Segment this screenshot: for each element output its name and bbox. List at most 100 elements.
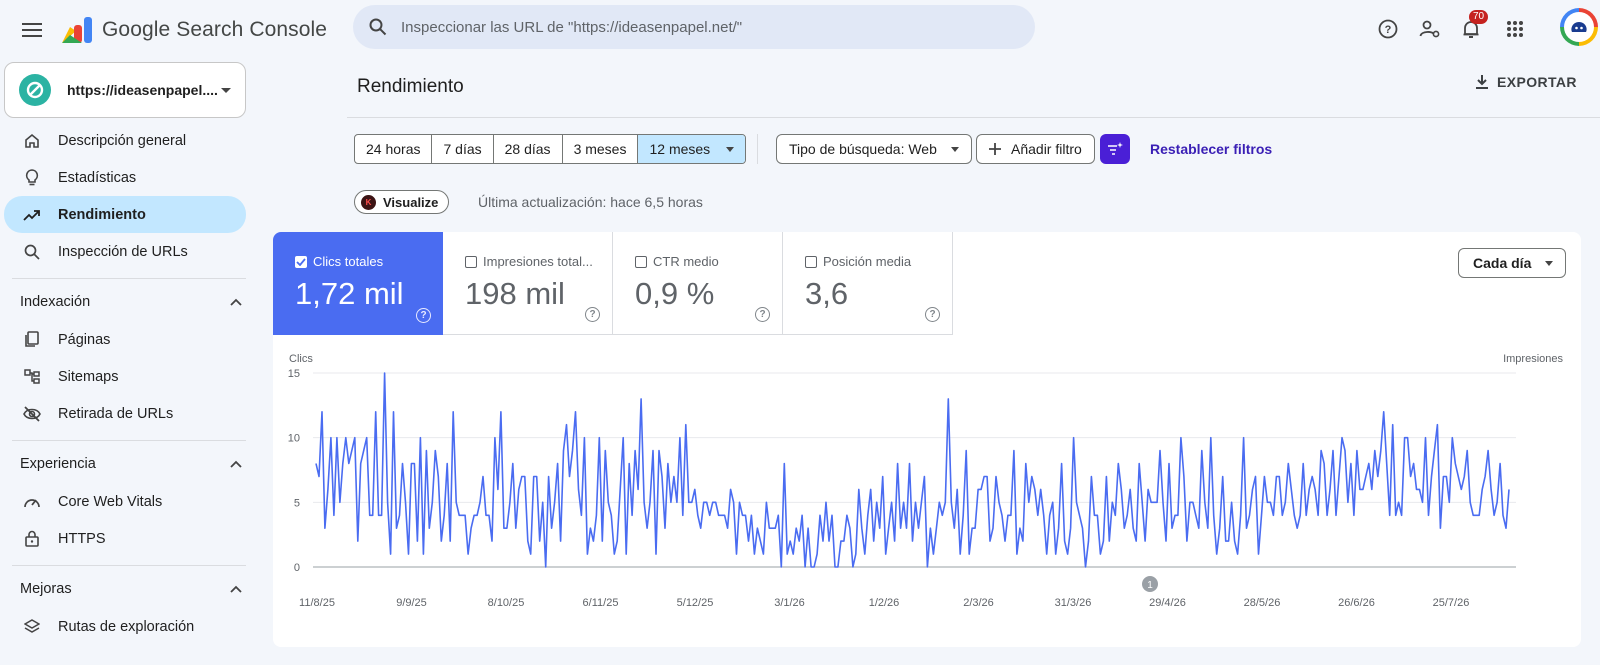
export-button[interactable]: EXPORTAR (1475, 74, 1577, 90)
account-avatar[interactable] (1560, 8, 1598, 46)
search-input[interactable] (401, 18, 1001, 36)
sidebar-item-core-web-vitals[interactable]: Core Web Vitals (4, 483, 246, 520)
search-type-dropdown[interactable]: Tipo de búsqueda: Web (776, 134, 972, 164)
sidebar-item-removals[interactable]: Retirada de URLs (4, 395, 246, 432)
sidebar-item-sitemaps[interactable]: Sitemaps (4, 358, 246, 395)
visualize-button[interactable]: K Visualize (354, 190, 450, 214)
section-enhancements[interactable]: Mejoras (20, 574, 242, 604)
app-logo[interactable]: Google Search Console (60, 13, 327, 47)
property-selector[interactable]: https://ideasenpapel.... (4, 62, 246, 118)
chevron-up-icon (230, 298, 242, 306)
help-icon[interactable]: ? (925, 307, 940, 322)
y-tick-label: 0 (294, 562, 300, 574)
clicks-series-line (315, 372, 1510, 568)
sidebar-item-performance[interactable]: Rendimiento (4, 196, 246, 233)
checkbox-icon (465, 255, 477, 268)
trending-up-icon (22, 205, 42, 225)
lock-icon (22, 529, 42, 549)
x-tick-label: 29/4/26 (1149, 597, 1186, 609)
x-tick-label: 8/10/25 (488, 597, 525, 609)
range-28d-button[interactable]: 28 días (494, 135, 563, 163)
metric-label: Clics totales (295, 254, 383, 269)
x-tick-label: 31/3/26 (1055, 597, 1092, 609)
metric-label-text: Posición media (823, 254, 912, 269)
menu-icon[interactable] (16, 14, 48, 46)
sidebar-item-label: Sitemaps (58, 368, 119, 385)
visualize-logo-icon: K (361, 194, 376, 210)
metric-label-text: CTR medio (653, 254, 719, 269)
x-tick-label: 11/8/25 (299, 597, 335, 609)
chevron-up-icon (230, 585, 242, 593)
annotation-label: 1 (1147, 580, 1153, 591)
interval-dropdown[interactable]: Cada día (1458, 248, 1566, 278)
metric-total-clicks[interactable]: Clics totales 1,72 mil ? (273, 232, 443, 335)
sidebar-item-label: Core Web Vitals (58, 493, 163, 510)
y-tick-label: 5 (294, 497, 300, 509)
svg-text:?: ? (1385, 24, 1392, 36)
sidebar-divider (12, 565, 246, 566)
help-icon[interactable]: ? (755, 307, 770, 322)
metric-average-ctr[interactable]: CTR medio 0,9 % ? (613, 232, 783, 335)
page-title: Rendimiento (357, 76, 464, 97)
x-tick-label: 9/9/25 (396, 597, 427, 609)
sidebar-item-label: Descripción general (58, 132, 187, 149)
section-experience[interactable]: Experiencia (20, 449, 242, 479)
checkbox-icon (805, 255, 817, 268)
metric-label: Posición media (805, 254, 911, 269)
help-icon[interactable]: ? (416, 308, 431, 323)
x-tick-label: 25/7/26 (1433, 597, 1470, 609)
header-divider (347, 117, 1600, 118)
add-filter-button[interactable]: Añadir filtro (976, 134, 1095, 164)
range-7d-button[interactable]: 7 días (432, 135, 494, 163)
section-indexing[interactable]: Indexación (20, 287, 242, 317)
filter-options-button[interactable] (1100, 134, 1130, 164)
section-title: Mejoras (20, 581, 72, 597)
range-3m-button[interactable]: 3 meses (563, 135, 639, 163)
chevron-up-icon (230, 460, 242, 468)
chevron-down-icon (1545, 260, 1553, 266)
x-tick-label: 26/6/26 (1338, 597, 1375, 609)
metric-average-position[interactable]: Posición media 3,6 ? (783, 232, 953, 335)
layers-icon (22, 617, 42, 637)
sidebar-item-insights[interactable]: Estadísticas (4, 159, 246, 196)
filter-sparkle-icon (1108, 142, 1123, 155)
metric-value: 1,72 mil (295, 276, 404, 311)
sidebar-item-overview[interactable]: Descripción general (4, 122, 246, 159)
checkbox-checked-icon (295, 255, 307, 268)
sidebar-item-https[interactable]: HTTPS (4, 520, 246, 557)
section-title: Indexación (20, 294, 91, 310)
url-inspection-search[interactable] (353, 5, 1035, 49)
last-update-text: Última actualización: hace 6,5 horas (478, 194, 703, 210)
sitemap-icon (22, 367, 42, 387)
sidebar-item-label: Rutas de exploración (58, 618, 195, 635)
x-tick-label: 1/2/26 (869, 597, 900, 609)
lightbulb-icon (22, 168, 42, 188)
export-label: EXPORTAR (1497, 74, 1577, 90)
filter-divider (757, 134, 758, 164)
search-icon (369, 18, 387, 36)
reset-filters-link[interactable]: Restablecer filtros (1150, 141, 1273, 157)
performance-chart[interactable]: 0 5 10 15 11/8/25 9/9/25 8/10/25 6/11/25 5/12/25… (273, 362, 1581, 647)
x-tick-label: 28/5/26 (1244, 597, 1281, 609)
sidebar-item-url-inspection[interactable]: Inspección de URLs (4, 233, 246, 270)
sidebar-item-breadcrumbs[interactable]: Rutas de exploración (4, 608, 246, 645)
sidebar-item-pages[interactable]: Páginas (4, 321, 246, 358)
apps-grid-icon[interactable] (1500, 14, 1530, 44)
chevron-down-icon (950, 146, 959, 152)
sidebar-item-label: Estadísticas (58, 169, 137, 186)
range-24h-button[interactable]: 24 horas (355, 135, 433, 163)
chevron-down-icon (221, 88, 231, 93)
chevron-down-icon (726, 146, 735, 152)
metric-total-impressions[interactable]: Impresiones total... 198 mil ? (443, 232, 613, 335)
gauge-icon (22, 492, 42, 512)
visualize-label: Visualize (383, 194, 439, 210)
sidebar-item-label: HTTPS (58, 530, 106, 547)
help-icon[interactable]: ? (585, 307, 600, 322)
notifications-icon[interactable]: 70 (1456, 10, 1489, 44)
range-12m-button[interactable]: 12 meses (638, 135, 746, 163)
section-title: Experiencia (20, 456, 96, 472)
help-icon[interactable]: ? (1373, 14, 1403, 44)
x-tick-label: 5/12/25 (677, 597, 714, 609)
user-settings-icon[interactable] (1415, 14, 1445, 44)
interval-label: Cada día (1473, 255, 1532, 271)
